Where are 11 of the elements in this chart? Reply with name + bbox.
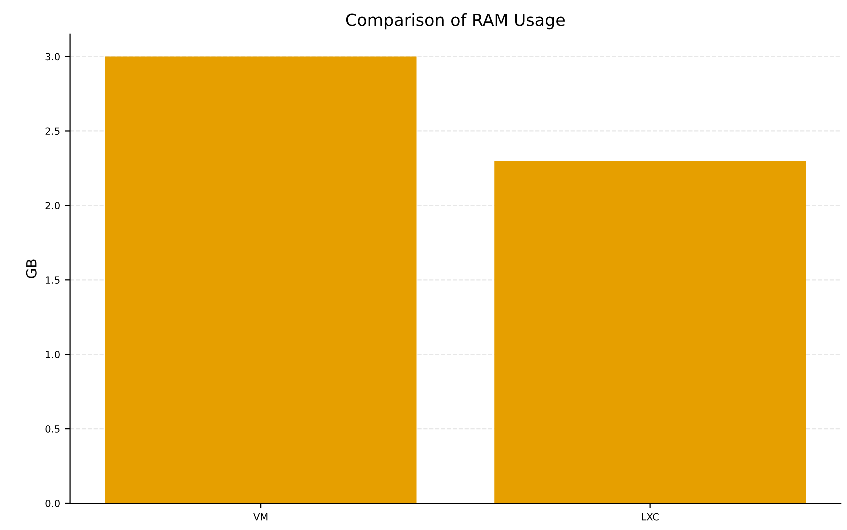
- y-axis-title: GB: [26, 260, 37, 278]
- x-tick-label: LXC: [642, 513, 659, 521]
- y-tick-label: 1.0: [46, 351, 60, 358]
- y-tick-label: 0.0: [46, 500, 60, 508]
- y-tick-label: 1.5: [46, 276, 60, 284]
- y-tick-label: 3.0: [46, 53, 60, 61]
- chart-title: Comparison of RAM Usage: [346, 13, 565, 30]
- x-tick-label: VM: [254, 514, 268, 521]
- y-tick-label: 2.5: [46, 128, 60, 136]
- y-tick-label: 2.0: [46, 202, 60, 210]
- y-tick-label: 0.5: [46, 426, 60, 433]
